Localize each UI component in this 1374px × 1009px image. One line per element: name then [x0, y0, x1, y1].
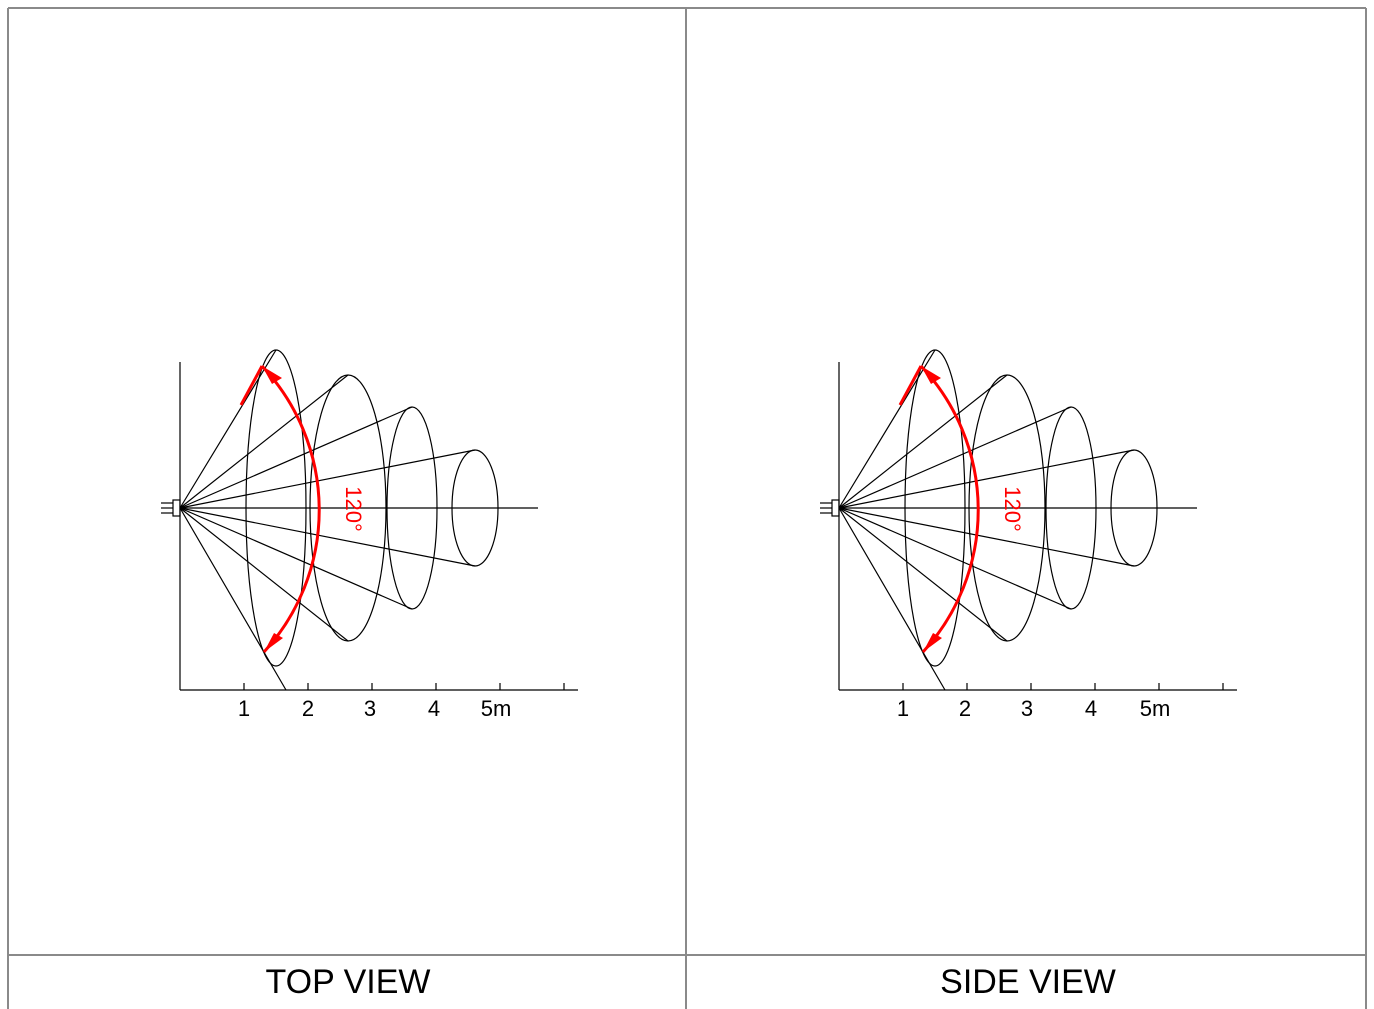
tick-label: 4: [428, 696, 440, 721]
sensor-icon: [820, 499, 840, 517]
cone-edge-lines: [179, 349, 476, 691]
angle-arc: [239, 364, 321, 654]
x-ticks: [243, 683, 565, 690]
tick-label: 5m: [1140, 696, 1171, 721]
x-tick-labels: 1 2 3 4 5m: [897, 696, 1170, 721]
tick-label: 3: [364, 696, 376, 721]
tick-label: 1: [238, 696, 250, 721]
top-view-caption: TOP VIEW: [265, 962, 431, 1001]
side-view-caption: SIDE VIEW: [940, 962, 1116, 1001]
tick-label: 4: [1085, 696, 1097, 721]
angle-arc: [898, 364, 980, 654]
cone-edge-lines: [838, 349, 1135, 691]
tick-label: 5m: [481, 696, 512, 721]
sensor-cone-diagram: 120° 1 2 3 4 5m: [820, 349, 1237, 721]
tick-label: 2: [959, 696, 971, 721]
tick-label: 3: [1021, 696, 1033, 721]
tick-label: 2: [302, 696, 314, 721]
angle-label: 120°: [1000, 486, 1025, 532]
x-ticks: [902, 683, 1224, 690]
x-tick-labels: 1 2 3 4 5m: [238, 696, 511, 721]
tick-label: 1: [897, 696, 909, 721]
angle-label: 120°: [341, 486, 366, 532]
sensor-cone-diagram: 120° 1 2 3 4 5m: [161, 349, 578, 721]
